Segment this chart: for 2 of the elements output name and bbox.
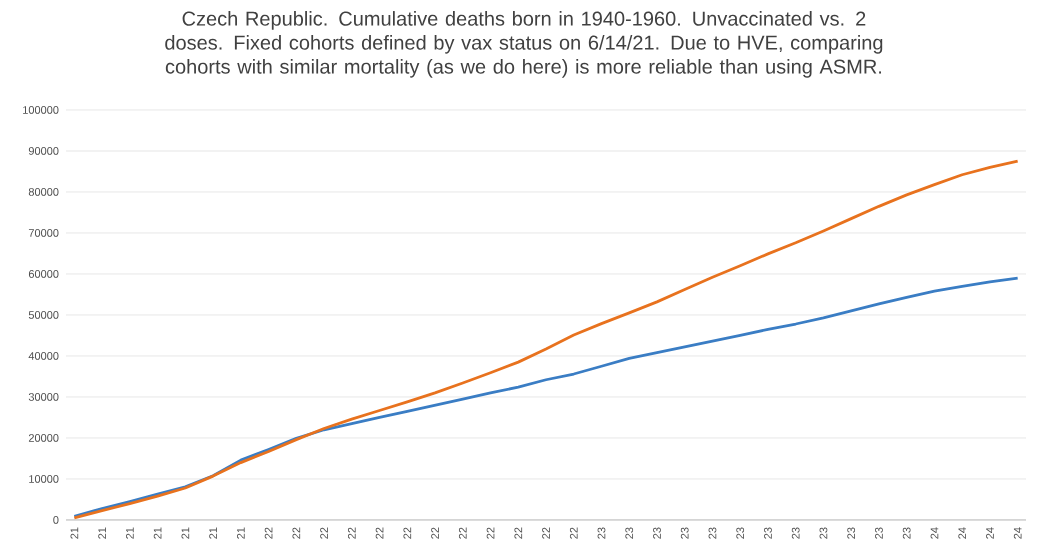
line-series — [72, 159, 1020, 520]
chart-title: Czech Republic. Cumulative deaths born in 1940-1960. Unvaccinated vs. 2 doses. Fixed cohorts defined by vax status on 6/14/21. Due to HVE, comparing cohorts with similar mortality (as we do here) is more reliable than using ASMR. — [165, 11, 883, 78]
